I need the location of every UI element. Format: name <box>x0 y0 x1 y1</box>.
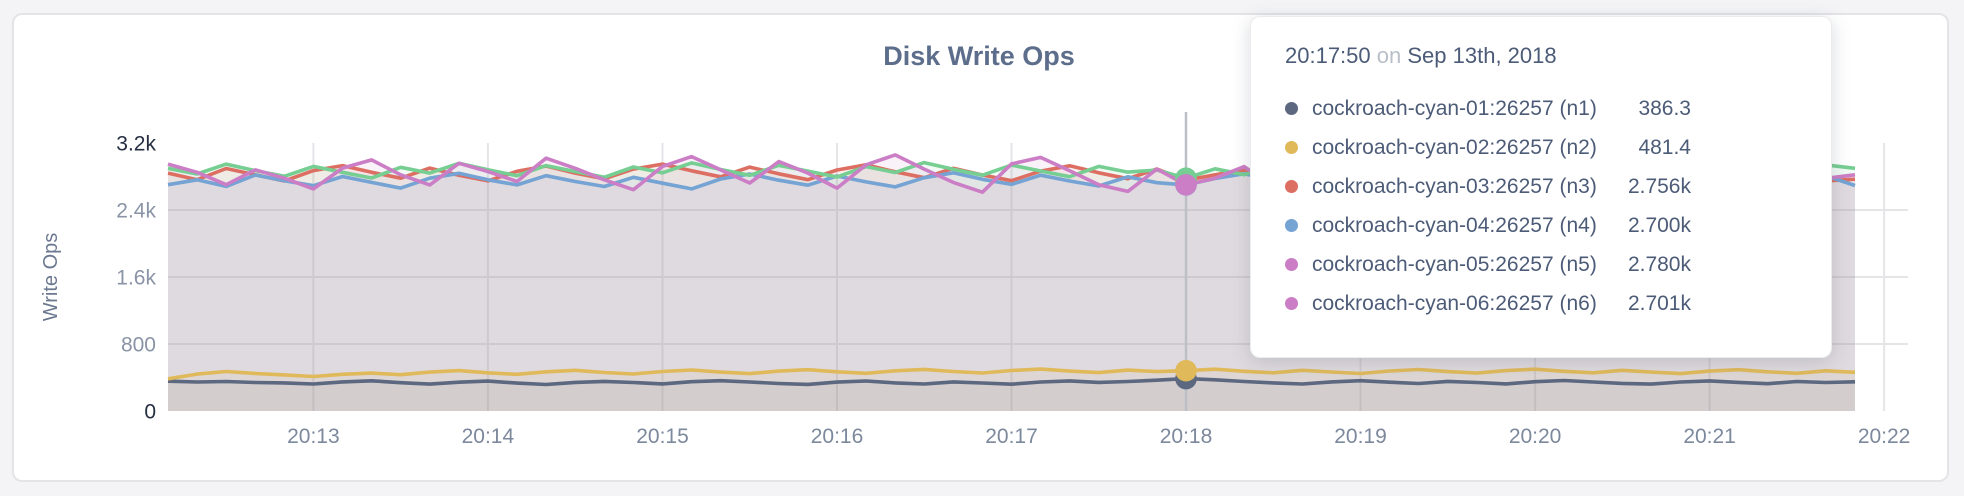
y-axis-labels: 0 800 1.6k 2.4k 3.2k <box>116 133 156 424</box>
series-line <box>167 376 1856 387</box>
tooltip-time: 20:17:50 <box>1285 43 1371 68</box>
y-axis-title: Write Ops <box>40 233 62 322</box>
series-color-dot <box>1285 258 1298 271</box>
series-name: cockroach-cyan-03:26257 (n3) <box>1312 174 1597 198</box>
x-tick-label: 20:19 <box>1334 425 1387 448</box>
tooltip-date: Sep 13th, 2018 <box>1407 43 1557 68</box>
series-color-dot <box>1285 180 1298 193</box>
series-color-dot <box>1285 219 1298 232</box>
x-axis-labels: 20:13 20:14 20:15 20:16 20:17 20:18 20:19 20:20… <box>287 425 1910 448</box>
hover-point-dot <box>1175 359 1197 382</box>
x-tick-label: 20:14 <box>462 425 515 448</box>
tooltip-row: cockroach-cyan-05:26257 (n5) 2.780k <box>1285 245 1691 284</box>
tooltip-row: cockroach-cyan-03:26257 (n3) 2.756k <box>1285 167 1691 206</box>
series-value: 2.756k <box>1627 174 1691 198</box>
series-value: 481.4 <box>1638 135 1691 159</box>
series-color-dot <box>1285 141 1298 154</box>
x-tick-label: 20:18 <box>1160 425 1213 448</box>
series-name: cockroach-cyan-01:26257 (n1) <box>1312 96 1597 120</box>
x-tick-label: 20:15 <box>636 425 689 448</box>
tooltip-header: 20:17:50 on Sep 13th, 2018 <box>1285 43 1691 69</box>
series-color-dot <box>1285 297 1298 310</box>
hover-point-dot <box>1175 174 1197 196</box>
x-tick-label: 20:20 <box>1509 425 1562 448</box>
series-value: 2.701k <box>1627 291 1691 315</box>
series-name: cockroach-cyan-02:26257 (n2) <box>1312 135 1597 159</box>
x-tick-label: 20:13 <box>287 425 340 448</box>
series-name: cockroach-cyan-05:26257 (n5) <box>1312 252 1597 276</box>
y-tick-label: 1.6k <box>116 267 156 290</box>
chart-title: Disk Write Ops <box>883 41 1075 71</box>
x-tick-label: 20:16 <box>811 425 864 448</box>
series-area <box>168 378 1855 411</box>
y-tick-label: 0 <box>144 401 156 424</box>
series-value: 386.3 <box>1638 96 1691 120</box>
tooltip-row: cockroach-cyan-01:26257 (n1) 386.3 <box>1285 89 1691 128</box>
series-value: 2.780k <box>1627 252 1691 276</box>
tooltip-on: on <box>1376 43 1402 68</box>
series-name: cockroach-cyan-06:26257 (n6) <box>1312 291 1597 315</box>
tooltip-rows: cockroach-cyan-01:26257 (n1) 386.3 cockroa… <box>1285 89 1691 323</box>
series-area <box>168 369 1855 411</box>
y-tick-label: 800 <box>121 334 156 357</box>
hover-layer <box>1175 112 1197 411</box>
series-color-dot <box>1285 102 1298 115</box>
x-tick-label: 20:22 <box>1858 425 1911 448</box>
y-tick-label: 3.2k <box>116 133 156 156</box>
series-value: 2.700k <box>1627 213 1691 237</box>
tooltip-row: cockroach-cyan-04:26257 (n4) 2.700k <box>1285 206 1691 245</box>
tooltip: 20:17:50 on Sep 13th, 2018 cockroach-cya… <box>1250 16 1832 358</box>
x-tick-label: 20:21 <box>1683 425 1736 448</box>
y-tick-label: 2.4k <box>116 200 156 223</box>
series-line <box>167 367 1856 381</box>
series-name: cockroach-cyan-04:26257 (n4) <box>1312 213 1597 237</box>
tooltip-row: cockroach-cyan-02:26257 (n2) 481.4 <box>1285 128 1691 167</box>
tooltip-row: cockroach-cyan-06:26257 (n6) 2.701k <box>1285 284 1691 323</box>
x-tick-label: 20:17 <box>985 425 1038 448</box>
